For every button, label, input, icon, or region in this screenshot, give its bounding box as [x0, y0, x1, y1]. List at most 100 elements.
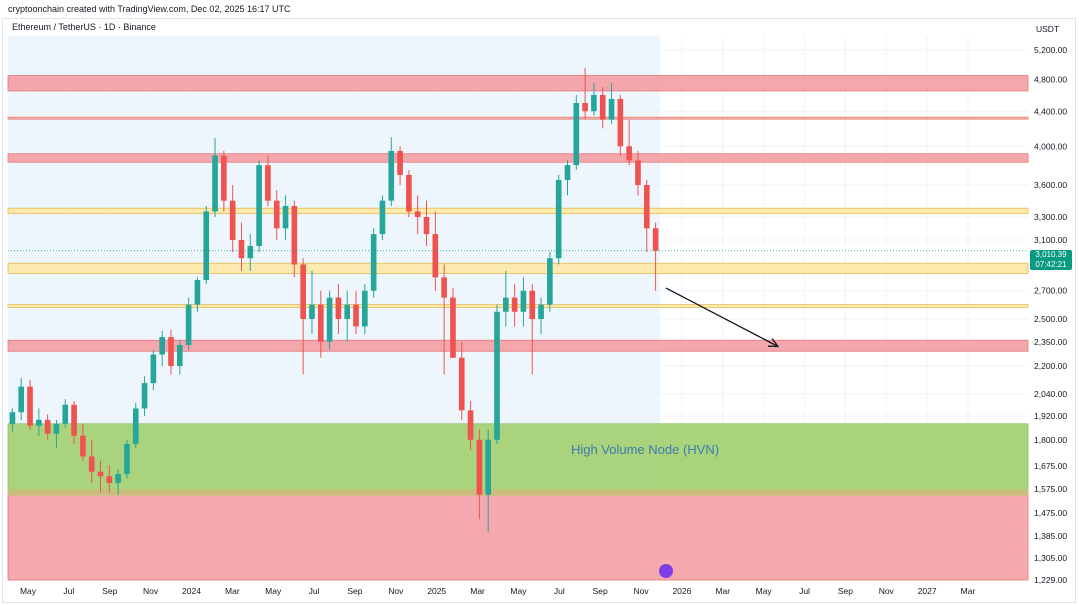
attribution-bar: cryptoonchain created with TradingView.c… [0, 0, 1079, 18]
candle-body [212, 155, 218, 212]
candle-body [106, 476, 113, 484]
candle-body [27, 386, 33, 426]
y-tick-label: 1,385.00 [1034, 531, 1067, 541]
x-tick-label: 2027 [918, 586, 937, 596]
y-tick-label: 1,920.00 [1034, 411, 1067, 421]
candle-body [203, 211, 210, 281]
x-tick-label: 2024 [182, 586, 201, 596]
candle-body [238, 239, 245, 259]
candle-body [88, 456, 95, 472]
candle-body [185, 304, 192, 345]
candle-body [379, 200, 386, 235]
candle-body [494, 311, 500, 440]
candle-body [370, 234, 377, 291]
candle-body [132, 408, 139, 444]
zone-hvn [7, 423, 1029, 493]
candle-body [344, 304, 351, 320]
attribution-text: cryptoonchain created with TradingView.c… [8, 4, 291, 14]
candle-body [617, 98, 624, 147]
candle-body [599, 94, 606, 120]
candle-body [176, 344, 183, 367]
candle-body [582, 103, 588, 112]
candle-body [564, 165, 571, 180]
y-tick-label: 2,350.00 [1034, 337, 1067, 347]
y-tick-label: 1,575.00 [1034, 484, 1067, 494]
symbol-title: Ethereum / TetherUS · 1D · Binance [12, 22, 156, 32]
candle-body [62, 404, 69, 424]
zone-support [7, 262, 1029, 274]
candle-body [273, 200, 280, 229]
candle-body [414, 211, 421, 217]
x-tick-label: May [756, 586, 773, 596]
y-tick-label: 3,600.00 [1034, 180, 1067, 190]
candle-body [626, 146, 632, 161]
candle-body [159, 337, 166, 355]
candle-body [467, 410, 474, 440]
x-tick-label: Jul [554, 586, 565, 596]
y-tick-label: 4,800.00 [1034, 74, 1067, 84]
zone-resistance [7, 339, 1029, 352]
x-tick-label: May [265, 586, 282, 596]
x-tick-label: Nov [879, 586, 895, 596]
x-tick-label: May [510, 586, 527, 596]
y-tick-label: 1,305.00 [1034, 553, 1067, 563]
x-tick-label: Nov [633, 586, 649, 596]
candle-body [485, 439, 492, 495]
x-tick-label: May [20, 586, 37, 596]
last-price-tag: 3,010.39 07:42:21 [1030, 250, 1072, 270]
candle-body [538, 304, 544, 320]
candle-body [97, 471, 104, 477]
candle-body [608, 98, 615, 120]
candle-body [511, 297, 518, 312]
candle-body [643, 185, 650, 229]
candle-body [265, 165, 271, 201]
candle-body [36, 419, 42, 426]
zone-level [7, 116, 1029, 120]
candle-body [547, 258, 553, 305]
candle-body [450, 297, 456, 358]
candle-body [282, 206, 289, 229]
candle-body [53, 423, 60, 434]
zone-support [7, 207, 1029, 215]
candle-body [150, 354, 157, 384]
candle-body [652, 228, 659, 251]
x-tick-label: 2026 [672, 586, 691, 596]
candle-body [388, 150, 395, 201]
x-tick-label: Sep [347, 586, 362, 596]
candle-body [397, 150, 403, 175]
y-tick-label: 3,300.00 [1034, 212, 1067, 222]
candle-body [300, 264, 306, 320]
candle-body [458, 357, 465, 411]
zone-resistance [7, 75, 1029, 92]
candle-body [71, 404, 77, 436]
candle-body [353, 304, 359, 327]
y-tick-label: 2,500.00 [1034, 314, 1067, 324]
y-tick-label: 1,229.00 [1034, 575, 1067, 585]
x-tick-label: Nov [388, 586, 404, 596]
y-tick-label: 3,100.00 [1034, 235, 1067, 245]
x-tick-label: Sep [593, 586, 608, 596]
candle-body [141, 383, 148, 409]
candle-body [124, 443, 130, 474]
candle-body [573, 103, 580, 166]
candle-body [406, 174, 412, 212]
y-tick-label: 2,040.00 [1034, 389, 1067, 399]
candle-body [168, 337, 174, 367]
candle-body [502, 297, 509, 312]
candle-body [80, 435, 86, 457]
hvn-label: High Volume Node (HVN) [571, 442, 719, 457]
y-tick-label: 2,700.00 [1034, 286, 1067, 296]
candle-body [291, 206, 298, 265]
candle-body [362, 290, 368, 327]
x-tick-label: 2025 [427, 586, 446, 596]
candle-body [476, 439, 483, 495]
x-tick-label: Jul [63, 586, 74, 596]
x-tick-label: Sep [838, 586, 853, 596]
y-tick-label: 4,000.00 [1034, 141, 1067, 151]
forecast-arrow-line [665, 287, 779, 348]
currency-label: USDT [1036, 24, 1060, 34]
bar-countdown: 07:42:21 [1035, 260, 1067, 269]
candle-body [115, 473, 121, 484]
candle-body [309, 304, 315, 320]
